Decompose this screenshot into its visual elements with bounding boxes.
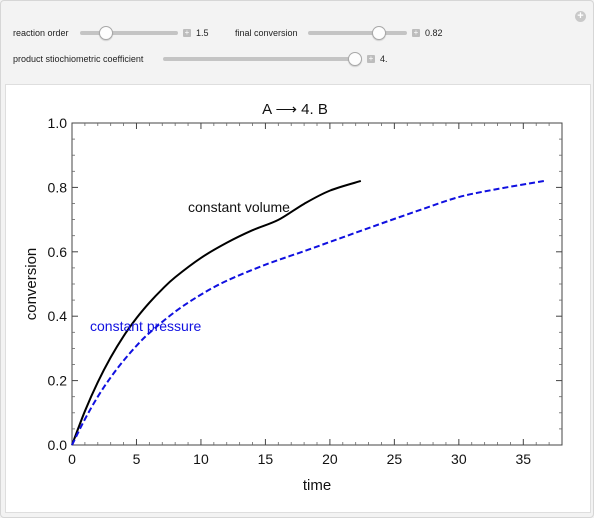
reaction-order-label: reaction order [13,28,69,38]
x-tick-label: 0 [68,451,76,467]
y-tick-label: 0.6 [48,244,68,260]
y-tick-label: 1.0 [48,115,68,131]
series-line-constant-volume [71,180,362,446]
product-coefficient-value: 4. [380,54,388,64]
slider-track [80,31,178,35]
product-coefficient-stepper-icon[interactable]: + [367,54,375,63]
slider-track [163,57,361,61]
final-conversion-label: final conversion [235,28,298,38]
x-tick-label: 5 [133,451,141,467]
product-coefficient-label: product stiochiometric coefficient [13,54,144,64]
slider-knob[interactable] [348,52,363,66]
y-tick-label: 0.4 [48,308,68,324]
final-conversion-stepper-icon[interactable]: + [412,28,420,37]
reaction-order-value: 1.5 [196,28,209,38]
y-axis-label: conversion [23,248,40,321]
final-conversion-value: 0.82 [425,28,443,38]
product-coefficient-slider[interactable] [163,52,363,66]
slider-knob[interactable] [99,26,114,40]
chart-title: A ⟶ 4. B [262,101,328,118]
y-tick-label: 0.2 [48,373,68,389]
final-conversion-slider[interactable] [308,26,407,40]
x-tick-label: 35 [516,451,532,467]
plot-panel: A ⟶ 4. B 0 5 10 15 20 25 30 35 0.0 0.2 0.4 0.6 0.8 1.… [5,84,591,513]
constant-volume-label: constant volume [188,199,290,215]
slider-track [308,31,407,35]
x-tick-label: 30 [451,451,467,467]
constant-pressure-label: constant pressure [90,318,201,334]
x-tick-label: 10 [193,451,209,467]
y-tick-label: 0.0 [48,437,68,453]
x-tick-label: 15 [258,451,274,467]
conversion-chart: A ⟶ 4. B 0 5 10 15 20 25 30 35 0.0 0.2 0.4 0.6 0.8 1.… [23,101,563,494]
plot-frame [71,122,563,446]
series-line-constant-pressure [71,179,545,446]
slider-knob[interactable] [372,26,387,40]
reaction-order-slider[interactable] [80,26,178,40]
x-axis-label: time [303,477,331,494]
reaction-order-stepper-icon[interactable]: + [183,28,191,37]
expand-options-icon[interactable]: + [575,11,586,22]
y-tick-label: 0.8 [48,179,68,195]
x-tick-label: 20 [322,451,338,467]
x-tick-label: 25 [387,451,403,467]
